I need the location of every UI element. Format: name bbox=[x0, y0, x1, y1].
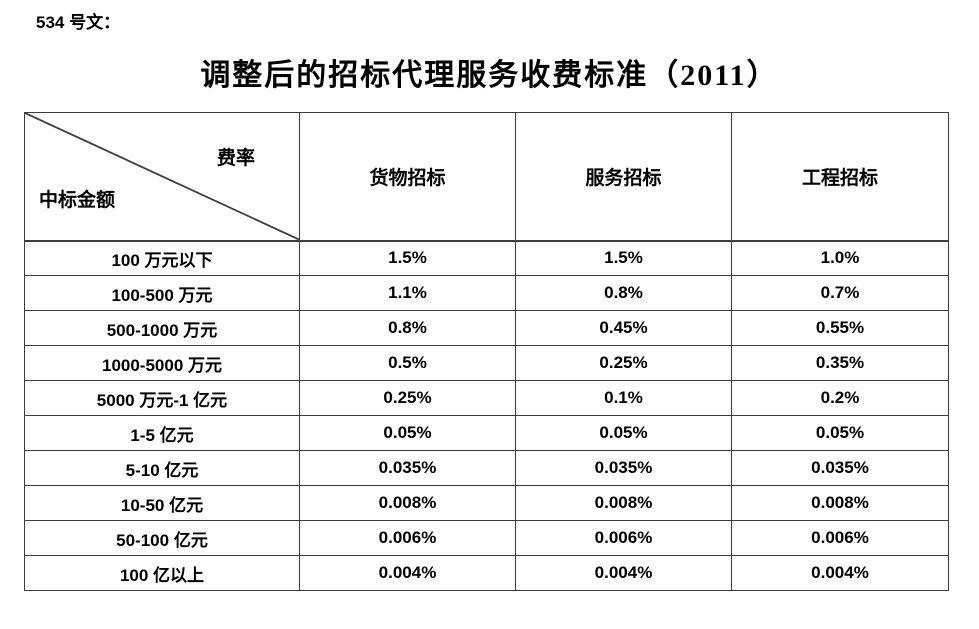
rate-cell: 0.05% bbox=[299, 415, 516, 451]
diagonal-divider-line bbox=[25, 113, 299, 240]
rate-cell: 0.004% bbox=[731, 555, 949, 591]
row-label: 5-10 亿元 bbox=[24, 450, 300, 486]
row-label: 10-50 亿元 bbox=[24, 485, 300, 521]
rate-cell: 0.25% bbox=[299, 380, 516, 416]
table-row: 100-500 万元 1.1% 0.8% 0.7% bbox=[24, 275, 949, 311]
table-row: 100 万元以下 1.5% 1.5% 1.0% bbox=[24, 240, 949, 276]
row-label: 50-100 亿元 bbox=[24, 520, 300, 556]
rate-cell: 0.25% bbox=[515, 345, 732, 381]
corner-label-amount: 中标金额 bbox=[39, 189, 116, 211]
rate-cell: 0.008% bbox=[731, 485, 949, 521]
fee-rate-table: 费率 中标金额 货物招标 服务招标 工程招标 100 万元以下 1.5% 1.5% 1… bbox=[24, 112, 949, 591]
table-row: 50-100 亿元 0.006% 0.006% 0.006% bbox=[24, 520, 949, 556]
rate-cell: 0.05% bbox=[515, 415, 732, 451]
rate-cell: 0.008% bbox=[299, 485, 516, 521]
table-row: 500-1000 万元 0.8% 0.45% 0.55% bbox=[24, 310, 949, 346]
fee-table-body: 100 万元以下 1.5% 1.5% 1.0% 100-500 万元 1.1% 0.8% 0.… bbox=[24, 240, 949, 591]
rate-cell: 0.05% bbox=[731, 415, 949, 451]
row-label: 100 亿以上 bbox=[24, 555, 300, 591]
rate-cell: 0.8% bbox=[299, 310, 516, 346]
table-row: 1-5 亿元 0.05% 0.05% 0.05% bbox=[24, 415, 949, 451]
rate-cell: 0.55% bbox=[731, 310, 949, 346]
table-row: 100 亿以上 0.004% 0.004% 0.004% bbox=[24, 555, 949, 591]
rate-cell: 0.006% bbox=[515, 520, 732, 556]
rate-cell: 0.35% bbox=[731, 345, 949, 381]
corner-header-cell: 费率 中标金额 bbox=[24, 112, 300, 242]
row-label: 1-5 亿元 bbox=[24, 415, 300, 451]
row-label: 100-500 万元 bbox=[24, 275, 300, 311]
column-header-engineering: 工程招标 bbox=[731, 112, 949, 242]
row-label: 1000-5000 万元 bbox=[24, 345, 300, 381]
rate-cell: 0.004% bbox=[299, 555, 516, 591]
rate-cell: 0.8% bbox=[515, 275, 732, 311]
rate-cell: 1.5% bbox=[299, 240, 516, 276]
column-header-goods: 货物招标 bbox=[299, 112, 516, 242]
rate-cell: 0.1% bbox=[515, 380, 732, 416]
row-label: 100 万元以下 bbox=[24, 240, 300, 276]
column-header-services: 服务招标 bbox=[515, 112, 732, 242]
table-row: 5000 万元-1 亿元 0.25% 0.1% 0.2% bbox=[24, 380, 949, 416]
table-row: 10-50 亿元 0.008% 0.008% 0.008% bbox=[24, 485, 949, 521]
rate-cell: 0.006% bbox=[299, 520, 516, 556]
header-row: 费率 中标金额 货物招标 服务招标 工程招标 bbox=[24, 112, 949, 242]
rate-cell: 0.7% bbox=[731, 275, 949, 311]
row-label: 5000 万元-1 亿元 bbox=[24, 380, 300, 416]
table-row: 5-10 亿元 0.035% 0.035% 0.035% bbox=[24, 450, 949, 486]
rate-cell: 0.5% bbox=[299, 345, 516, 381]
doc-number-label: 534 号文： bbox=[36, 13, 121, 32]
rate-cell: 0.2% bbox=[731, 380, 949, 416]
table-row: 1000-5000 万元 0.5% 0.25% 0.35% bbox=[24, 345, 949, 381]
rate-cell: 0.004% bbox=[515, 555, 732, 591]
page-title: 调整后的招标代理服务收费标准（2011） bbox=[200, 59, 779, 92]
corner-label-rate: 费率 bbox=[216, 148, 255, 169]
rate-cell: 1.5% bbox=[515, 240, 732, 276]
rate-cell: 0.035% bbox=[515, 450, 732, 486]
rate-cell: 1.1% bbox=[299, 275, 516, 311]
rate-cell: 0.45% bbox=[515, 310, 732, 346]
row-label: 500-1000 万元 bbox=[24, 310, 300, 346]
rate-cell: 0.035% bbox=[299, 450, 516, 486]
rate-cell: 0.006% bbox=[731, 520, 949, 556]
rate-cell: 1.0% bbox=[731, 240, 949, 276]
rate-cell: 0.035% bbox=[731, 450, 949, 486]
rate-cell: 0.008% bbox=[515, 485, 732, 521]
